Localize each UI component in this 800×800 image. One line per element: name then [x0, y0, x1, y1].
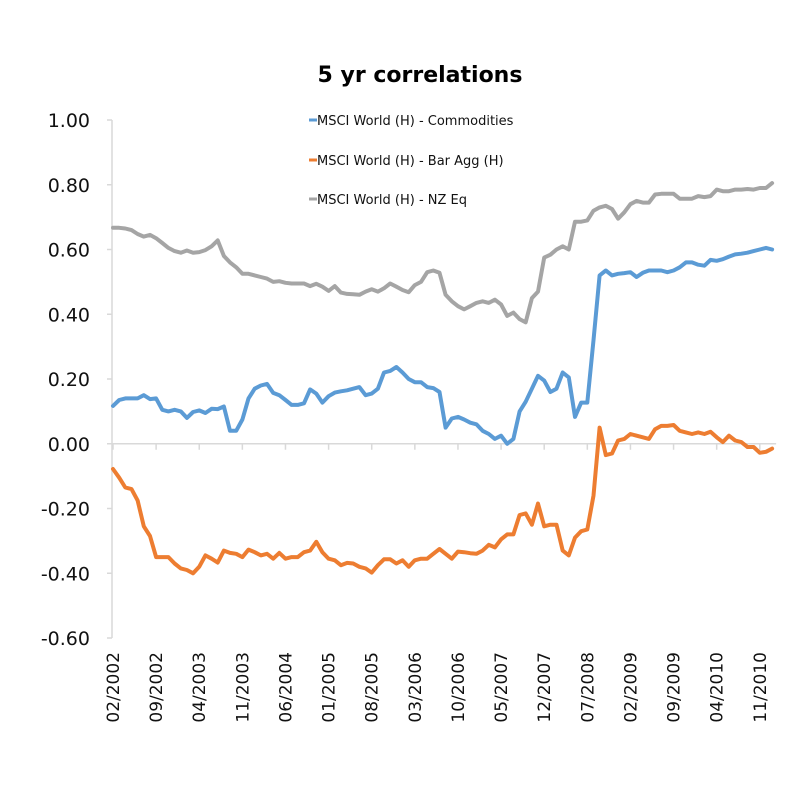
legend-item-bar-agg: MSCI World (H) - Bar Agg (H) — [309, 154, 504, 169]
y-tick-label: -0.40 — [41, 563, 90, 585]
x-tick-label: 09/2002 — [147, 652, 167, 723]
x-tick-label: 04/2010 — [708, 652, 728, 723]
y-tick-label: 0.00 — [48, 434, 90, 456]
x-tick-label: 10/2006 — [449, 652, 469, 723]
y-tick-label: 0.80 — [48, 175, 90, 197]
x-tick-label: 11/2010 — [751, 652, 771, 723]
chart-title: 5 yr correlations — [318, 63, 523, 88]
legend-label: MSCI World (H) - Bar Agg (H) — [317, 154, 504, 169]
legend: MSCI World (H) - Commodities MSCI World (… — [309, 114, 514, 208]
series-line-commodities — [111, 245, 775, 446]
x-tick-label: 04/2003 — [190, 652, 210, 723]
legend-item-commodities: MSCI World (H) - Commodities — [309, 114, 514, 129]
x-tick-label: 06/2004 — [276, 652, 296, 723]
x-tick-label: 03/2006 — [406, 652, 426, 723]
y-tick-label: 1.00 — [48, 110, 90, 132]
x-tick-label: 08/2005 — [363, 652, 383, 723]
x-tick-label: 02/2009 — [621, 652, 641, 723]
legend-item-nz-eq: MSCI World (H) - NZ Eq — [309, 193, 467, 208]
y-tick-label: 0.60 — [48, 240, 90, 262]
x-tick-label: 12/2007 — [535, 652, 555, 723]
x-tick-label: 05/2007 — [492, 652, 512, 723]
x-tick-label: 07/2008 — [578, 652, 598, 723]
x-tick-label: 01/2005 — [320, 652, 340, 723]
legend-label: MSCI World (H) - NZ Eq — [317, 193, 467, 208]
y-tick-label: 0.20 — [48, 369, 90, 391]
series-line-nz-eq — [111, 181, 775, 325]
x-axis-ticks: 02/2002 09/2002 04/2003 11/2003 06/2004 01/20… — [104, 443, 771, 723]
y-tick-label: -0.60 — [41, 628, 90, 650]
y-tick-label: -0.20 — [41, 499, 90, 521]
y-axis-ticks: 1.00 0.80 0.60 0.40 0.20 0.00 -0.20 -0.40 -0.60 — [41, 110, 112, 650]
x-tick-label: 11/2003 — [233, 652, 253, 723]
x-tick-label: 02/2002 — [104, 652, 124, 723]
y-tick-label: 0.40 — [48, 304, 90, 326]
series-lines — [111, 181, 775, 576]
x-tick-label: 09/2009 — [665, 652, 685, 723]
series-line-bar-agg — [111, 423, 775, 576]
legend-label: MSCI World (H) - Commodities — [317, 114, 514, 129]
